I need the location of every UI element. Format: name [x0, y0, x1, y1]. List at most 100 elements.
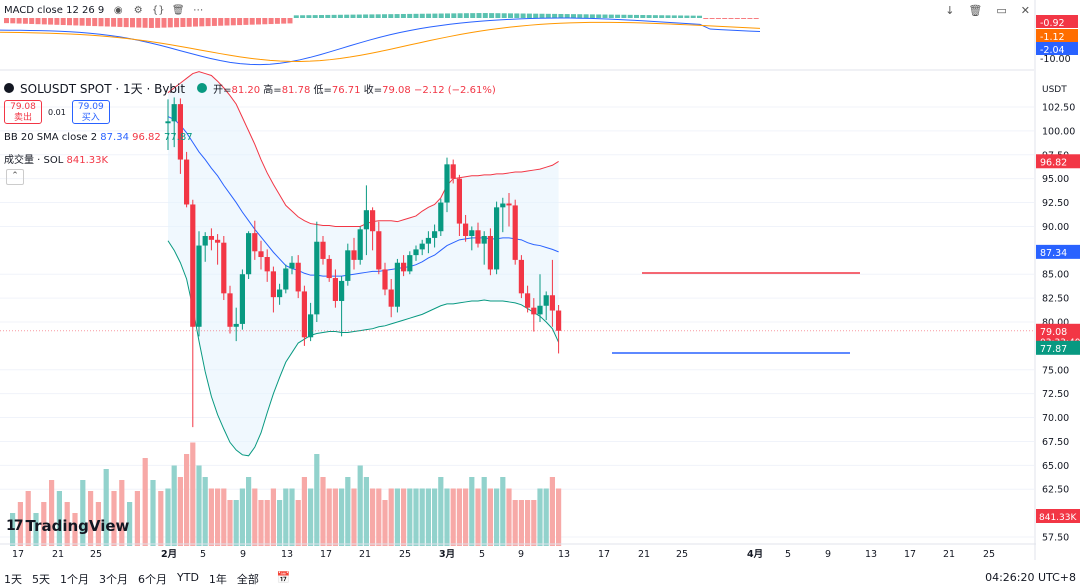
time-tick: 17 [598, 549, 610, 560]
time-tick: 3月 [439, 549, 455, 560]
volume-bar [233, 500, 239, 546]
macd-hist-bar [684, 15, 690, 18]
volume-tag: 841.33K [1039, 513, 1077, 523]
brand-name: TradingView [25, 517, 130, 535]
macd-hist-bar [293, 15, 299, 18]
volume-bar [289, 488, 295, 546]
macd-hist-bar [470, 13, 476, 18]
candle-body [363, 210, 369, 230]
tf-1y[interactable]: 1年 [208, 573, 227, 586]
macd-hist-bar [432, 13, 438, 18]
volume-bar [351, 488, 357, 546]
macd-hist-bar [640, 15, 646, 18]
candle-body [264, 257, 270, 272]
buy-button[interactable]: 79.09 买入 [71, 100, 110, 124]
bb-label[interactable]: BB 20 SMA close 2 [4, 132, 98, 143]
volume-bar [326, 488, 332, 546]
date-range-icon[interactable]: 📅 [276, 571, 291, 584]
close-icon[interactable]: ✕ [1020, 4, 1030, 17]
candle-body [469, 230, 475, 236]
tf-all[interactable]: 全部 [236, 573, 259, 586]
volume-bar [425, 488, 431, 546]
maximize-icon[interactable]: ▭ [996, 4, 1007, 17]
settings-icon[interactable]: ⚙ [133, 4, 143, 16]
symbol-title[interactable]: SOLUSDT SPOT · 1天 · Bybit [20, 81, 186, 96]
tf-5d[interactable]: 5天 [32, 573, 50, 586]
time-tick: 21 [943, 549, 955, 560]
macd-hist-bar [193, 18, 198, 27]
macd-hist-bar [356, 14, 362, 18]
macd-hist-bar [249, 18, 255, 25]
delete-icon[interactable]: 🗑 [171, 4, 185, 16]
candle-body [177, 104, 183, 160]
clock[interactable]: 04:26:20 UTC+8 [985, 571, 1076, 584]
volume-bar [184, 454, 190, 546]
tf-3m[interactable]: 3个月 [99, 573, 128, 586]
volume-bar [339, 488, 345, 546]
macd-hist-bar [211, 18, 217, 26]
time-tick: 2月 [161, 549, 177, 560]
sell-button[interactable]: 79.08 卖出 [4, 100, 42, 124]
macd-hist-bar [29, 18, 35, 24]
macd-hist-bar [545, 13, 551, 18]
candle-body [332, 278, 338, 301]
time-tick: 5 [200, 549, 206, 560]
macd-hist-bar [22, 18, 28, 24]
bollinger-bands [167, 71, 560, 457]
volume-bar [142, 458, 148, 546]
volume-bar [10, 513, 16, 546]
volume-bar [72, 513, 78, 546]
price-tick: 90.00 [1042, 222, 1069, 233]
volume-bar [308, 488, 314, 546]
volume-bar [158, 491, 164, 546]
time-tick: 13 [865, 549, 877, 560]
macd-hist-bar [98, 18, 104, 27]
price-tick: 72.50 [1042, 389, 1069, 400]
time-tick: 5 [479, 549, 485, 560]
pane-controls: ↓ 🗑 ▭ ✕ [945, 4, 1030, 17]
macd-hist-bar [596, 14, 602, 18]
tf-1d[interactable]: 1天 [4, 573, 22, 586]
macd-hist-bar [79, 18, 85, 26]
candle-body [543, 295, 549, 306]
macd-hist-bar [218, 18, 224, 26]
macd-hist-bar [300, 15, 306, 18]
candle-body [171, 104, 177, 122]
volume-bar [376, 488, 382, 546]
macd-hist-bar [73, 18, 79, 26]
code-icon[interactable]: {} [151, 4, 165, 16]
move-down-icon[interactable]: ↓ [945, 4, 955, 17]
macd-hist-bar [199, 18, 205, 27]
volume-bar [215, 488, 221, 546]
tf-ytd[interactable]: YTD [177, 571, 199, 584]
candle-body [301, 291, 307, 338]
volume-bar [382, 500, 388, 546]
macd-hist-bar [148, 18, 154, 28]
tf-6m[interactable]: 6个月 [138, 573, 167, 586]
more-icon[interactable]: ⋯ [193, 4, 204, 16]
macd-hist-bar [602, 14, 608, 18]
volume-bar [264, 500, 270, 546]
eye-icon[interactable]: ◉ [113, 4, 123, 16]
collapse-legend-button[interactable]: ⌃ [6, 169, 24, 185]
tf-1m[interactable]: 1个月 [60, 573, 89, 586]
macd-hist-bar [325, 14, 331, 18]
delete-pane-icon[interactable]: 🗑 [968, 4, 983, 17]
bb-upper-value: 96.82 [132, 132, 161, 143]
time-tick: 17 [12, 549, 24, 560]
macd-hist-bar [16, 18, 22, 24]
candle-body [314, 241, 320, 315]
macd-hist-bar [306, 15, 312, 18]
volume-bar [487, 488, 493, 546]
volume-tag-bg [1036, 509, 1080, 523]
volume-bar [41, 502, 47, 546]
macd-level-label: -10.00 [1040, 54, 1071, 65]
candle-body [339, 280, 345, 301]
volume-label[interactable]: 成交量 · SOL [4, 155, 64, 166]
volume-bar [438, 477, 444, 546]
macd-level-label: -1.12 [1040, 32, 1065, 43]
candle-body [506, 203, 512, 206]
candle-body [512, 205, 518, 260]
basis-tag-bg [1036, 244, 1080, 259]
